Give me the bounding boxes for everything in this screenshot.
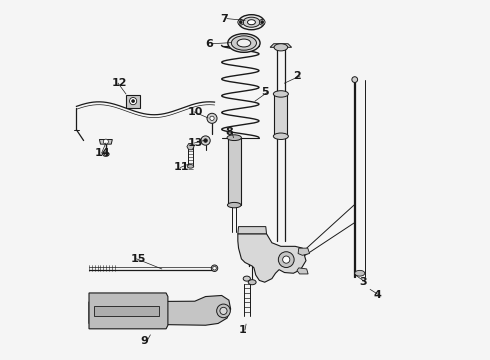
Circle shape (142, 307, 149, 315)
Ellipse shape (227, 202, 241, 208)
Circle shape (129, 98, 137, 105)
Text: 13: 13 (188, 138, 203, 148)
Polygon shape (298, 248, 310, 255)
Text: 6: 6 (205, 39, 214, 49)
Polygon shape (238, 234, 306, 282)
Ellipse shape (102, 152, 109, 156)
Ellipse shape (211, 265, 218, 271)
Bar (95, 306, 159, 316)
Circle shape (104, 153, 107, 156)
Ellipse shape (217, 304, 230, 318)
Polygon shape (99, 139, 112, 144)
Ellipse shape (220, 307, 227, 315)
Text: 11: 11 (174, 162, 190, 172)
Text: 10: 10 (188, 107, 203, 117)
Circle shape (98, 307, 105, 315)
Text: 9: 9 (140, 336, 148, 346)
Circle shape (283, 256, 290, 263)
Circle shape (204, 139, 207, 142)
Circle shape (201, 136, 210, 145)
Bar (228, 138, 241, 205)
Polygon shape (238, 226, 267, 234)
Ellipse shape (227, 135, 242, 140)
Ellipse shape (243, 17, 260, 27)
Circle shape (213, 266, 216, 270)
Text: 2: 2 (294, 71, 301, 81)
Bar (274, 94, 287, 137)
Circle shape (210, 116, 214, 121)
Circle shape (239, 21, 242, 24)
Ellipse shape (231, 36, 256, 50)
Ellipse shape (187, 165, 194, 168)
Ellipse shape (237, 39, 251, 47)
Polygon shape (297, 268, 308, 274)
Ellipse shape (239, 15, 265, 30)
Circle shape (132, 100, 135, 103)
Ellipse shape (273, 91, 289, 97)
Circle shape (103, 139, 108, 144)
Circle shape (278, 252, 294, 267)
Text: 15: 15 (130, 254, 146, 264)
Text: 3: 3 (359, 277, 367, 287)
Ellipse shape (243, 276, 250, 281)
Polygon shape (89, 296, 231, 325)
Text: 7: 7 (220, 14, 228, 24)
Text: 14: 14 (95, 148, 111, 158)
Ellipse shape (238, 19, 244, 25)
Ellipse shape (274, 44, 288, 51)
Circle shape (127, 307, 135, 315)
Polygon shape (270, 44, 292, 47)
Ellipse shape (248, 280, 256, 285)
Text: 8: 8 (225, 127, 233, 136)
Bar (126, 95, 140, 108)
Circle shape (207, 113, 217, 123)
Ellipse shape (273, 133, 289, 139)
Text: 4: 4 (373, 291, 381, 301)
Ellipse shape (352, 77, 358, 82)
Polygon shape (187, 144, 194, 150)
Polygon shape (89, 293, 168, 329)
Ellipse shape (228, 34, 260, 52)
Text: 1: 1 (239, 325, 246, 335)
Text: 5: 5 (261, 87, 269, 97)
Ellipse shape (355, 270, 365, 276)
Circle shape (261, 21, 264, 24)
Circle shape (112, 307, 120, 315)
Ellipse shape (247, 20, 255, 25)
Text: 12: 12 (112, 78, 127, 88)
Ellipse shape (259, 19, 265, 25)
